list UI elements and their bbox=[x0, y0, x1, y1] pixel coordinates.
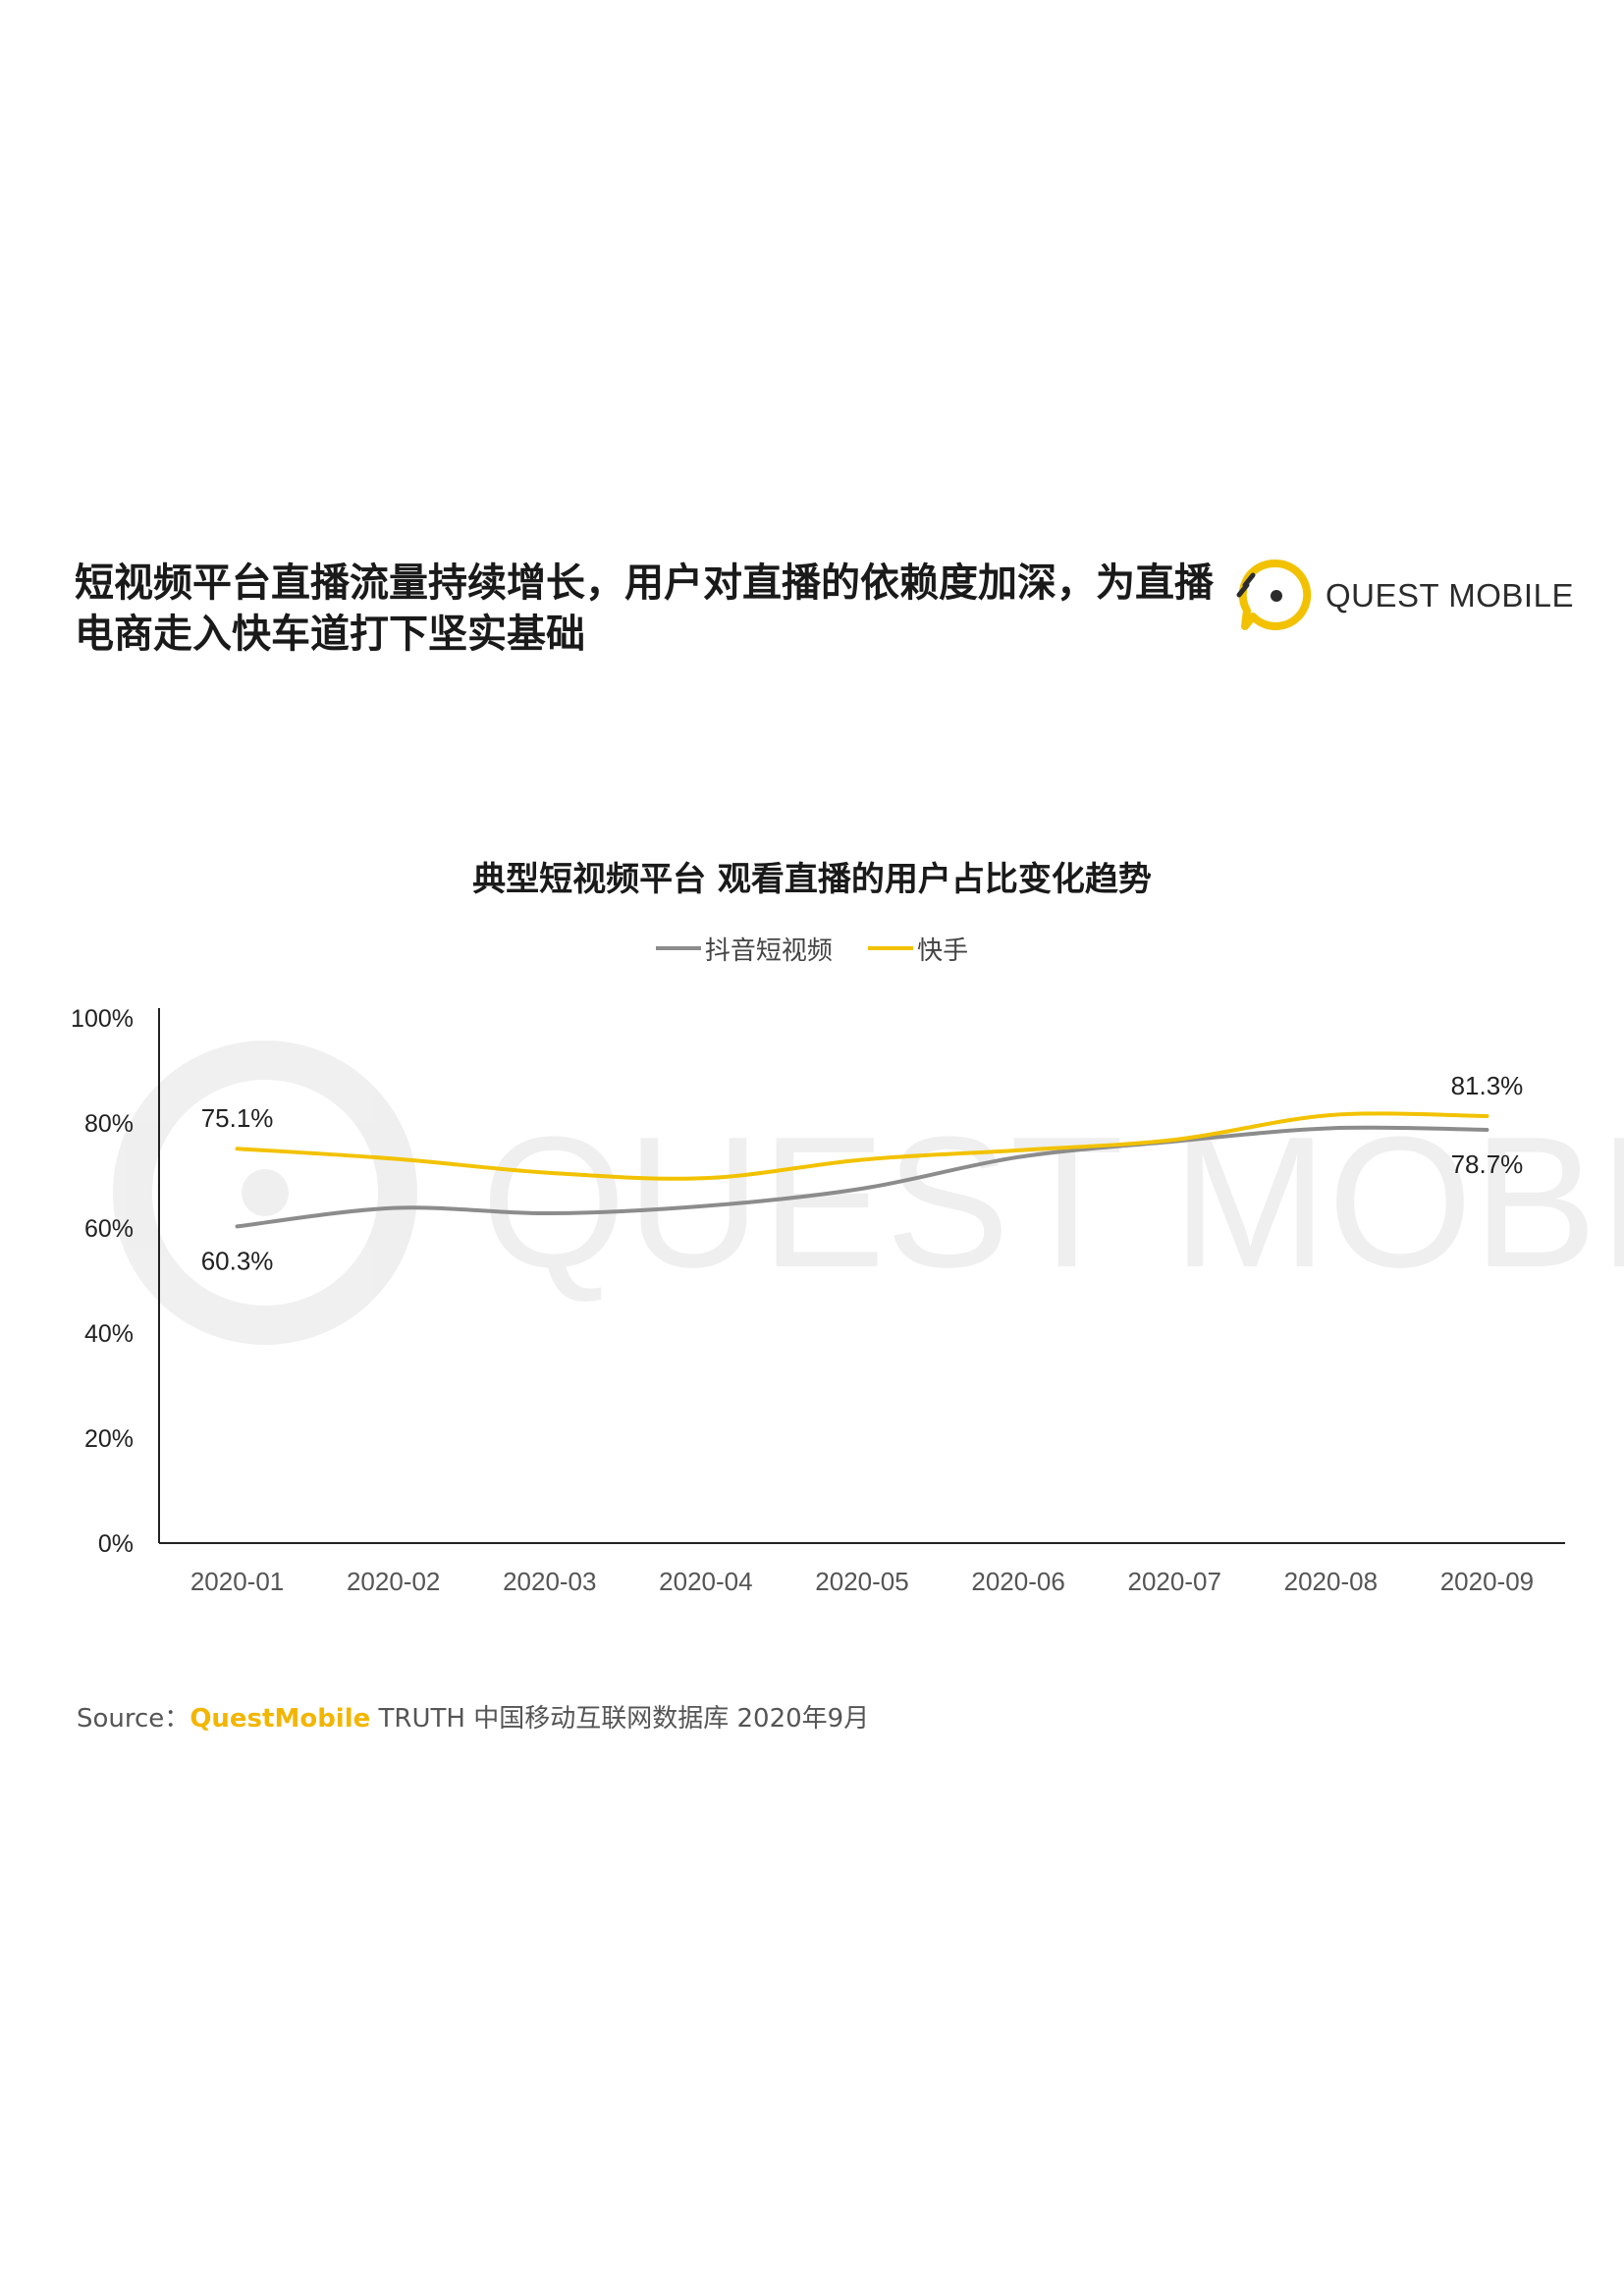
data-label: 78.7% bbox=[1451, 1149, 1524, 1179]
x-tick-label: 2020-09 bbox=[1440, 1567, 1534, 1596]
series-line-0 bbox=[235, 1125, 1489, 1229]
y-tick-label: 0% bbox=[98, 1530, 134, 1558]
chart-legend: 抖音短视频 快手 bbox=[0, 928, 1624, 967]
legend-label-douyin: 抖音短视频 bbox=[704, 935, 833, 966]
page-headline: 短视频平台直播流量持续增长，用户对直播的依赖度加深，为直播电商走入快车道打下坚实… bbox=[75, 561, 1214, 657]
y-tick-label: 40% bbox=[84, 1320, 134, 1348]
x-tick-label: 2020-06 bbox=[971, 1567, 1064, 1596]
x-tick-label: 2020-04 bbox=[659, 1567, 752, 1596]
source-brand: QuestMobile bbox=[189, 1704, 371, 1734]
x-tick-label: 2020-07 bbox=[1128, 1567, 1221, 1596]
quest-mobile-speech-bubble-icon bbox=[1236, 559, 1312, 630]
legend-label-kuaishou: 快手 bbox=[917, 935, 969, 966]
source-suffix: TRUTH 中国移动互联网数据库 2020年9月 bbox=[370, 1704, 870, 1734]
data-label: 81.3% bbox=[1451, 1071, 1524, 1100]
y-tick-label: 20% bbox=[84, 1425, 134, 1453]
x-tick-label: 2020-05 bbox=[815, 1567, 908, 1596]
quest-mobile-logo: QUEST MOBILE bbox=[1231, 556, 1573, 634]
x-tick-label: 2020-01 bbox=[190, 1567, 284, 1596]
logo-text: QUEST MOBILE bbox=[1326, 577, 1574, 614]
watermark-logo: QUEST MOBILE bbox=[113, 1041, 1624, 1345]
y-tick-label: 60% bbox=[84, 1215, 134, 1243]
legend-item-douyin: 抖音短视频 bbox=[655, 931, 833, 967]
chart-title: 典型短视频平台 观看直播的用户占比变化趋势 bbox=[472, 860, 1152, 899]
legend-swatch-kuaishou bbox=[868, 946, 914, 950]
x-tick-label: 2020-08 bbox=[1284, 1567, 1378, 1596]
y-tick-label: 100% bbox=[71, 1005, 134, 1033]
data-label: 60.3% bbox=[201, 1246, 274, 1275]
source-note: Source：QuestMobile TRUTH 中国移动互联网数据库 2020… bbox=[77, 1698, 869, 1735]
legend-item-kuaishou: 快手 bbox=[868, 931, 968, 967]
y-tick-label: 80% bbox=[84, 1110, 134, 1138]
data-label: 75.1% bbox=[201, 1103, 274, 1133]
source-prefix: Source： bbox=[77, 1704, 190, 1734]
watermark-text: QUEST MOBILE bbox=[481, 1098, 1624, 1307]
series-line-1 bbox=[235, 1111, 1489, 1181]
x-tick-label: 2020-03 bbox=[503, 1567, 596, 1596]
legend-swatch-douyin bbox=[655, 946, 701, 950]
x-tick-label: 2020-02 bbox=[347, 1567, 440, 1596]
